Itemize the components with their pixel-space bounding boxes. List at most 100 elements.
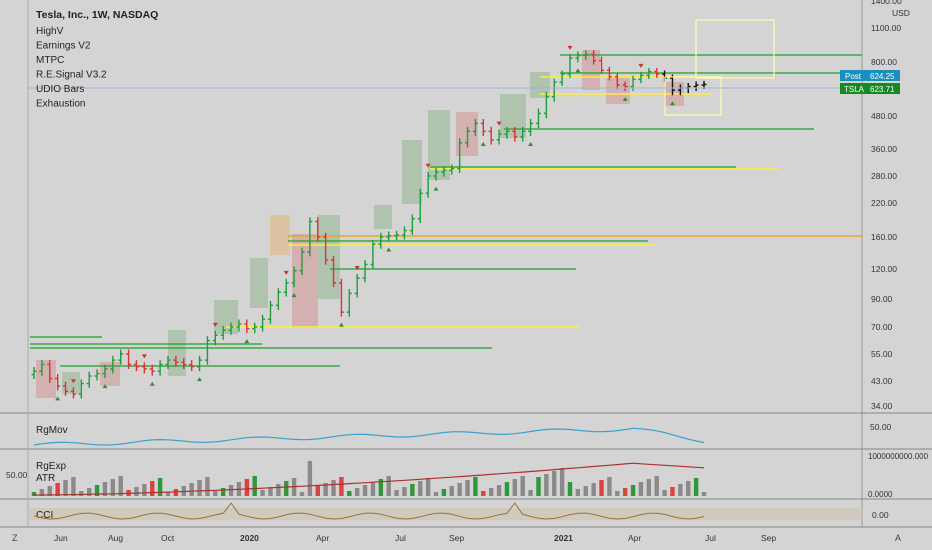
indicator-list: HighV Earnings V2 MTPC R.E.Signal V3.2 UDIO … (36, 26, 107, 110)
volume-bar (504, 482, 510, 496)
indicator-label: Earnings V2 (36, 41, 91, 52)
volume-bar (693, 478, 699, 496)
volume-bar (331, 480, 336, 496)
atr-label: ATR (36, 473, 55, 484)
volume-bar (433, 492, 439, 496)
volume-bar (449, 486, 454, 496)
volume-bar (394, 490, 399, 496)
volume-bar (189, 483, 194, 496)
indicator-label: HighV (36, 26, 64, 37)
pattern-box (428, 110, 450, 180)
scale-left-button[interactable]: Z (12, 533, 18, 543)
volume-bar (630, 485, 636, 496)
volume-bar (575, 489, 581, 496)
pattern-box (318, 215, 340, 299)
buy-signal (433, 186, 439, 191)
volume-bar (323, 483, 328, 496)
buy-signal (244, 339, 250, 344)
time-tick: Jul (705, 533, 716, 543)
rgexp-label: RgExp (36, 461, 66, 472)
volume-bar (457, 483, 462, 496)
sell-signal (496, 121, 502, 126)
price-tick: 800.00 (871, 57, 897, 67)
volume-bar (622, 488, 628, 496)
volume-bar (228, 485, 234, 496)
sell-signal (212, 322, 218, 327)
auto-scale-button[interactable]: A (895, 533, 901, 543)
volume-bar (268, 487, 273, 496)
pattern-box (402, 140, 422, 204)
time-tick: 2020 (240, 533, 259, 543)
price-tick: 55.00 (871, 349, 893, 359)
volume-bar (142, 484, 147, 496)
volume-bar (315, 486, 320, 496)
volume-bar (536, 477, 541, 496)
pattern-box (270, 215, 290, 255)
buy-signal (149, 381, 155, 386)
volume-bar (386, 476, 391, 496)
volume-bar (205, 477, 210, 496)
volume-bar (260, 490, 265, 496)
rgexp-left-tick: 50.00 (6, 470, 28, 480)
volume-bar (307, 461, 313, 496)
volume-bar (94, 485, 100, 496)
volume-bar (496, 485, 502, 496)
time-axis[interactable]: Jun Aug Oct 2020 Apr Jul Sep 2021 Apr Jul Sep (54, 533, 776, 543)
volume-bar (79, 491, 84, 496)
volume-bar (441, 489, 447, 496)
indicator-label: UDIO Bars (36, 84, 84, 95)
pattern-box (292, 234, 318, 328)
time-tick: Apr (628, 533, 641, 543)
volume-bar (102, 482, 108, 496)
last-price-badge: TSLA 623.71 (840, 83, 900, 94)
volume-bar (339, 477, 344, 496)
volume-bar (118, 476, 123, 496)
volume-bar (378, 479, 384, 496)
price-tick: 1100.00 (871, 23, 901, 33)
volume-bar (173, 489, 179, 496)
volume-bar (465, 480, 470, 496)
price-tick: 220.00 (871, 198, 897, 208)
indicator-label: R.E.Signal V3.2 (36, 70, 107, 81)
volume-bar (670, 487, 675, 496)
rgexp-tick-low: 0.0000 (868, 490, 893, 499)
volume-bar (362, 485, 368, 496)
sell-signal (70, 379, 76, 384)
volume-bar (646, 479, 652, 496)
sell-signal (283, 270, 289, 275)
volume-bar (220, 488, 226, 496)
buy-signal (338, 322, 344, 327)
volume-bar (165, 492, 171, 496)
buy-signal (528, 142, 534, 147)
price-pane[interactable] (0, 0, 862, 413)
time-tick: Jun (54, 533, 68, 543)
time-tick: 2021 (554, 533, 573, 543)
volume-bar (347, 491, 352, 496)
buy-signal (669, 101, 675, 106)
pattern-box (530, 72, 550, 98)
volume-bar (418, 481, 423, 496)
volume-bar (599, 480, 604, 496)
volume-bar (252, 476, 257, 496)
time-tick: Jul (395, 533, 406, 543)
buy-signal (102, 384, 108, 389)
pattern-box (62, 372, 80, 394)
volume-bar (481, 491, 486, 496)
volume-bar (284, 481, 289, 496)
indicator-label: MTPC (36, 55, 64, 66)
time-tick: Sep (449, 533, 464, 543)
price-tick: 1400.00 (871, 0, 902, 6)
volume-bar (544, 474, 549, 496)
sell-signal (425, 163, 431, 168)
volume-bar (150, 481, 155, 496)
projection-box-lower (664, 76, 722, 116)
volume-bar (31, 492, 37, 496)
price-tick: 43.00 (871, 376, 893, 386)
price-tick: 70.00 (871, 322, 893, 332)
volume-bar (276, 484, 281, 496)
cci-line (33, 502, 705, 520)
time-tick: Aug (108, 533, 123, 543)
volume-bar (520, 476, 525, 496)
time-tick: Oct (161, 533, 175, 543)
